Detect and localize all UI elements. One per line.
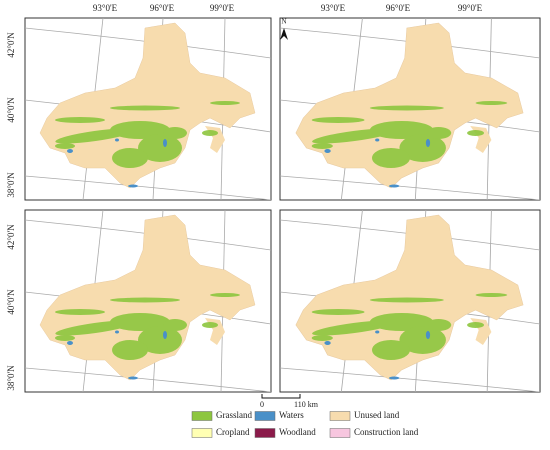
lat-label: 40°0'N <box>6 289 16 315</box>
legend-swatch <box>191 411 213 421</box>
lat-label: 42°0'N <box>6 32 16 58</box>
lon-label: 96°0'E <box>386 3 411 13</box>
lat-label: 38°0'N <box>6 365 16 391</box>
legend-swatch <box>254 428 276 438</box>
scale-end: 110 km <box>294 400 319 409</box>
lat-label: 38°0'N <box>6 172 16 198</box>
north-arrow: N <box>280 18 288 40</box>
lon-label: 96°0'E <box>150 3 175 13</box>
lon-label: 99°0'E <box>458 3 483 13</box>
legend-swatch <box>191 428 213 438</box>
lat-label: 42°0'N <box>6 224 16 250</box>
north-label: N <box>281 18 286 26</box>
map-panel <box>24 209 272 393</box>
legend-label: Cropland <box>216 427 250 437</box>
legend-swatch <box>254 411 276 421</box>
legend-swatch <box>329 411 351 421</box>
legend-label: Waters <box>279 410 304 420</box>
scale-start: 0 <box>260 400 264 409</box>
legend-label: Grassland <box>216 410 252 420</box>
lat-label: 40°0'N <box>6 97 16 123</box>
lon-label: 93°0'E <box>321 3 346 13</box>
lon-label: 99°0'E <box>210 3 235 13</box>
legend-label: Unused land <box>354 410 400 420</box>
scale-bar: 0 110 km <box>260 394 319 409</box>
map-panel <box>280 210 540 392</box>
legend: Grassland Waters Unused land Cropland Woodla… <box>191 410 419 438</box>
lon-label: 93°0'E <box>93 3 118 13</box>
map-panel <box>24 17 272 201</box>
legend-swatch <box>329 428 351 438</box>
legend-label: Woodland <box>279 427 316 437</box>
map-panel <box>280 18 540 200</box>
legend-label: Construction land <box>354 427 419 437</box>
